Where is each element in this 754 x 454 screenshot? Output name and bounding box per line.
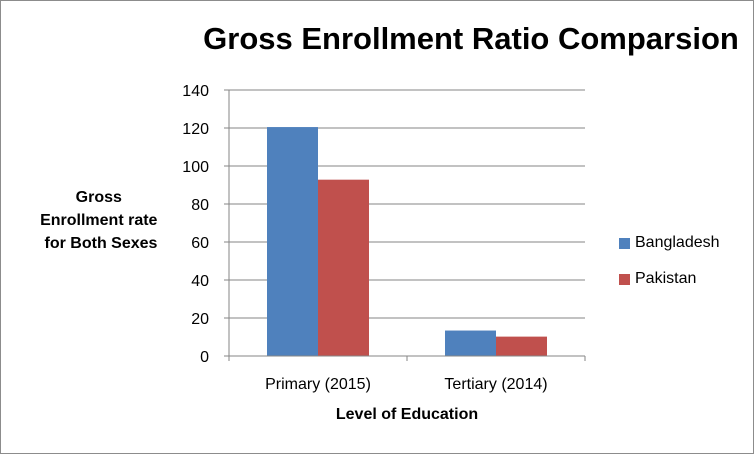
legend-label-pakistan: Pakistan xyxy=(635,270,697,287)
bar-pakistan-2 xyxy=(496,336,547,356)
y-tick-label: 60 xyxy=(191,235,209,252)
bars xyxy=(267,127,547,356)
y-axis-title-line-3: for Both Sexes xyxy=(45,235,158,252)
y-tick-label: 80 xyxy=(191,197,209,214)
legend-label-bangladesh: Bangladesh xyxy=(635,234,720,251)
bar-pakistan-1 xyxy=(318,179,369,356)
x-axis-title: Level of Education xyxy=(336,406,478,423)
x-category-label: Tertiary (2014) xyxy=(444,376,547,393)
bar-bangladesh-2 xyxy=(445,330,496,356)
y-tick-label: 100 xyxy=(182,159,209,176)
axes: 0 20 40 60 80 100 120 140 Primary (2015) Tertiary… xyxy=(182,83,586,393)
legend-item-bangladesh: Bangladesh xyxy=(619,233,720,253)
y-axis-title-line-1: Gross xyxy=(76,189,122,206)
y-tick-label: 140 xyxy=(182,83,209,100)
legend-swatch-bangladesh xyxy=(619,237,630,249)
y-tick-label: 20 xyxy=(191,311,209,328)
y-tick-label: 40 xyxy=(191,273,209,290)
bar-bangladesh-1 xyxy=(267,127,318,356)
y-axis-title-line-2: Enrollment rate xyxy=(40,212,157,229)
legend: Bangladesh Pakistan xyxy=(619,233,720,305)
x-category-label: Primary (2015) xyxy=(265,376,371,393)
chart-title: Gross Enrollment Ratio Comparsion xyxy=(203,21,739,56)
y-tick-label: 120 xyxy=(182,121,209,138)
y-axis-title: Gross Enrollment rate for Both Sexes xyxy=(40,189,162,252)
y-tick-label: 0 xyxy=(200,349,209,366)
legend-item-pakistan: Pakistan xyxy=(619,269,720,289)
legend-swatch-pakistan xyxy=(619,273,630,285)
